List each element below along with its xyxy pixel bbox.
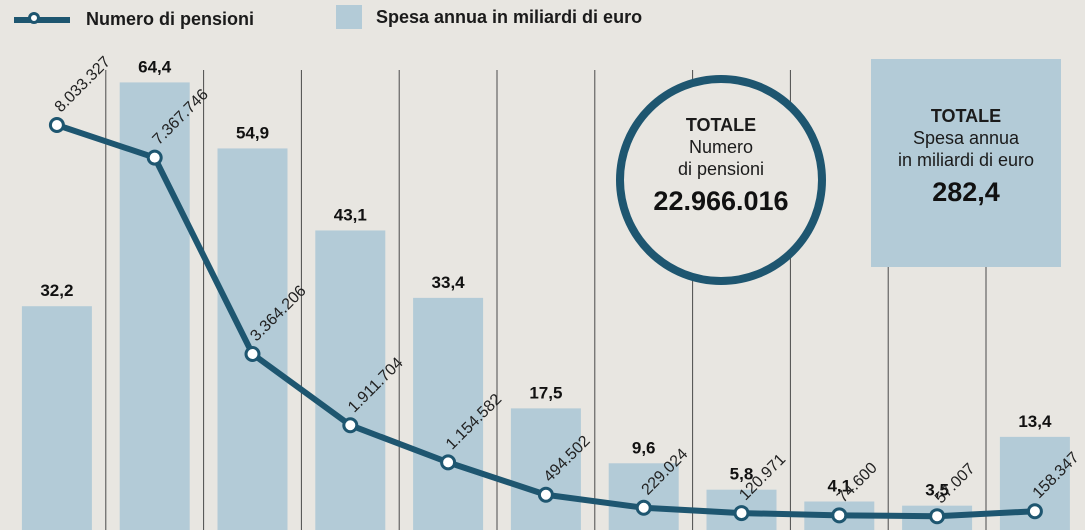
- bar-value-label: 32,2: [40, 281, 73, 300]
- bar-value-label: 9,6: [632, 438, 656, 457]
- line-point: [537, 486, 554, 503]
- total-pensions-heading: TOTALE: [685, 115, 757, 135]
- line-point: [440, 454, 457, 471]
- line-point: [831, 507, 848, 524]
- total-pensions-line2: di pensioni: [677, 159, 765, 179]
- bar: [21, 306, 92, 530]
- line-point: [929, 508, 946, 525]
- bar: [608, 463, 679, 530]
- bar-value-label: 17,5: [529, 383, 562, 402]
- legend-bar-label: Spesa annua in miliardi di euro: [376, 6, 643, 27]
- total-pensions-value: 22.966.016: [653, 186, 789, 216]
- legend-line-label: Numero di pensioni: [86, 9, 255, 29]
- line-point: [342, 417, 359, 434]
- bar: [315, 230, 386, 530]
- bar-value-label: 54,9: [236, 123, 269, 142]
- legend-bar-swatch: [336, 5, 362, 29]
- line-point: [1026, 503, 1043, 520]
- bar-value-label: 5,8: [730, 465, 754, 484]
- bar: [413, 297, 484, 530]
- total-spending-heading: TOTALE: [930, 106, 1002, 126]
- bar-value-label: 33,4: [432, 273, 466, 292]
- legend: Numero di pensioni Spesa annua in miliar…: [0, 0, 1085, 36]
- total-spending-line1: Spesa annua: [912, 128, 1020, 148]
- total-spending-line2: in miliardi di euro: [897, 150, 1035, 170]
- line-value-label: 8.033.327: [52, 53, 114, 115]
- bar-value-label: 64,4: [138, 57, 172, 76]
- total-pensions-line1: Numero: [688, 137, 754, 157]
- total-pensions-circle: TOTALE Numero di pensioni 22.966.016: [616, 75, 826, 285]
- total-spending-value: 282,4: [932, 177, 1000, 207]
- legend-line-swatch: [14, 11, 70, 24]
- line-point: [48, 117, 65, 133]
- line-point: [733, 505, 750, 522]
- bar: [217, 148, 288, 530]
- bar: [510, 408, 581, 530]
- line-point: [635, 499, 652, 516]
- line-point: [244, 346, 261, 363]
- bar-value-label: 3,5: [925, 481, 949, 500]
- legend-marker-icon: [28, 11, 40, 24]
- line-point: [146, 149, 163, 166]
- legend-line-item: Numero di pensioni: [14, 9, 254, 30]
- bar-value-label: 4,1: [827, 477, 851, 496]
- bar-value-label: 43,1: [334, 205, 367, 224]
- total-spending-box: TOTALE Spesa annua in miliardi di euro 2…: [871, 59, 1061, 267]
- legend-bar-item: Spesa annua in miliardi di euro: [336, 5, 642, 29]
- bar-value-label: 13,4: [1018, 412, 1052, 431]
